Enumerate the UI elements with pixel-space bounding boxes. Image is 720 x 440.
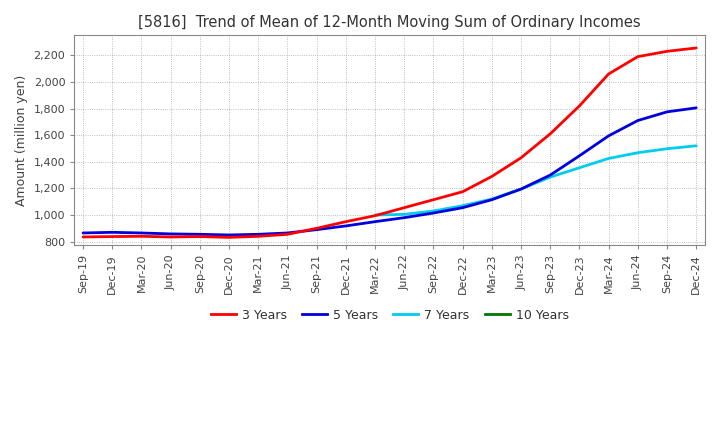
Y-axis label: Amount (million yen): Amount (million yen) [15,74,28,206]
Legend: 3 Years, 5 Years, 7 Years, 10 Years: 3 Years, 5 Years, 7 Years, 10 Years [205,304,574,327]
Title: [5816]  Trend of Mean of 12-Month Moving Sum of Ordinary Incomes: [5816] Trend of Mean of 12-Month Moving … [138,15,641,30]
